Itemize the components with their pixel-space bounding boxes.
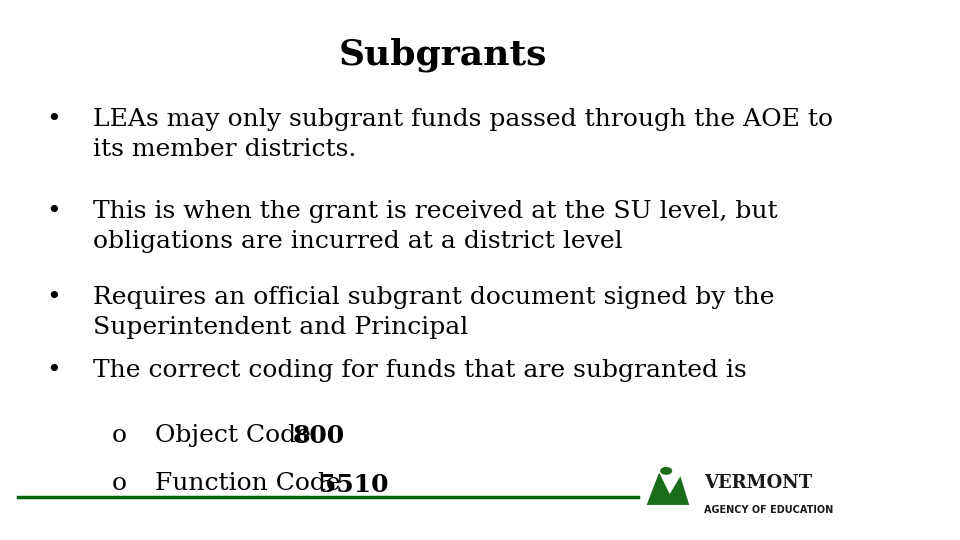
Text: Subgrants: Subgrants	[339, 38, 547, 72]
Circle shape	[660, 468, 671, 474]
Text: VERMONT: VERMONT	[705, 474, 812, 492]
Text: •: •	[46, 200, 60, 223]
Text: o: o	[112, 472, 127, 496]
Text: o: o	[112, 424, 127, 447]
Text: 5510: 5510	[319, 472, 389, 496]
Text: •: •	[46, 359, 60, 382]
Text: This is when the grant is received at the SU level, but
obligations are incurred: This is when the grant is received at th…	[93, 200, 778, 253]
Text: LEAs may only subgrant funds passed through the AOE to
its member districts.: LEAs may only subgrant funds passed thro…	[93, 108, 833, 161]
Text: •: •	[46, 108, 60, 131]
Text: 800: 800	[293, 424, 345, 448]
Text: Requires an official subgrant document signed by the
Superintendent and Principa: Requires an official subgrant document s…	[93, 286, 775, 340]
Text: AGENCY OF EDUCATION: AGENCY OF EDUCATION	[705, 505, 833, 515]
Text: The correct coding for funds that are subgranted is: The correct coding for funds that are su…	[93, 359, 747, 382]
Text: •: •	[46, 286, 60, 309]
Text: Function Code: Function Code	[155, 472, 348, 496]
Polygon shape	[647, 472, 689, 505]
Text: Object Code: Object Code	[155, 424, 319, 447]
